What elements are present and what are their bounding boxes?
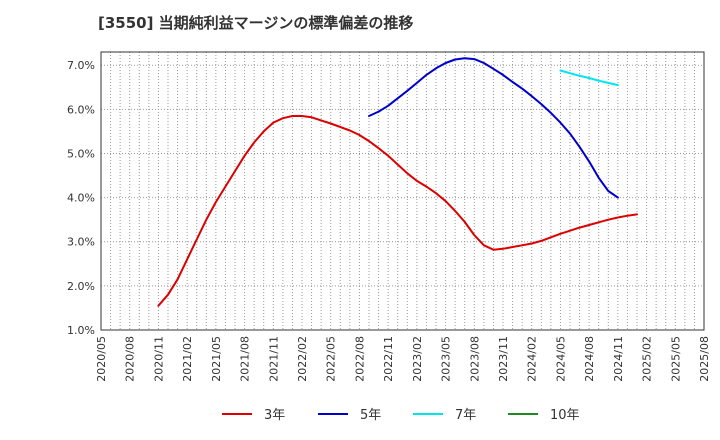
- y-tick-label: 2.0%: [67, 280, 95, 293]
- legend-label: 3年: [264, 408, 285, 423]
- x-tick-label: 2025/02: [641, 336, 654, 382]
- x-axis-ticks: 2020/05 2020/08 2020/11 2021/02 2021/05 2021/…: [95, 336, 711, 382]
- x-tick-label: 2022/02: [296, 336, 309, 382]
- y-tick-label: 1.0%: [67, 324, 95, 337]
- x-tick-label: 2021/08: [239, 336, 252, 382]
- y-tick-label: 3.0%: [67, 236, 95, 249]
- x-tick-label: 2025/08: [698, 336, 711, 382]
- y-tick-label: 5.0%: [67, 147, 95, 160]
- x-tick-label: 2020/08: [124, 336, 137, 382]
- legend-label: 5年: [360, 408, 381, 423]
- x-tick-label: 2021/11: [267, 336, 280, 382]
- x-tick-label: 2022/11: [382, 336, 395, 382]
- legend-label: 10年: [550, 408, 580, 423]
- legend-label: 7年: [455, 408, 476, 423]
- x-tick-label: 2024/02: [526, 336, 539, 382]
- legend: 3年 5年 7年 10年: [222, 408, 580, 423]
- plot-frame: [100, 51, 705, 331]
- x-tick-label: 2022/08: [353, 336, 366, 382]
- series-line: [368, 57, 619, 199]
- x-tick-label: 2021/05: [210, 336, 223, 382]
- x-tick-label: 2023/05: [440, 336, 453, 382]
- chart-title: [3550] 当期純利益マージンの標準偏差の推移: [98, 14, 414, 32]
- x-tick-label: 2020/11: [152, 336, 165, 382]
- x-tick-label: 2024/08: [583, 336, 596, 382]
- x-tick-label: 2023/08: [468, 336, 481, 382]
- series-lines: [157, 57, 638, 307]
- y-tick-label: 6.0%: [67, 103, 95, 116]
- series-line: [157, 115, 638, 307]
- grid-lines: [101, 52, 704, 331]
- x-tick-label: 2022/05: [325, 336, 338, 382]
- x-tick-label: 2024/05: [554, 336, 567, 382]
- y-axis-ticks: 1.0% 2.0% 3.0% 4.0% 5.0% 6.0% 7.0%: [67, 59, 95, 337]
- x-tick-label: 2023/02: [411, 336, 424, 382]
- y-tick-label: 7.0%: [67, 59, 95, 72]
- x-tick-label: 2024/11: [612, 336, 625, 382]
- y-tick-label: 4.0%: [67, 192, 95, 205]
- x-tick-label: 2025/05: [669, 336, 682, 382]
- x-tick-label: 2021/02: [181, 336, 194, 382]
- series-line: [559, 69, 619, 87]
- plot-background: [101, 52, 704, 330]
- x-tick-label: 2023/11: [497, 336, 510, 382]
- x-tick-label: 2020/05: [95, 336, 108, 382]
